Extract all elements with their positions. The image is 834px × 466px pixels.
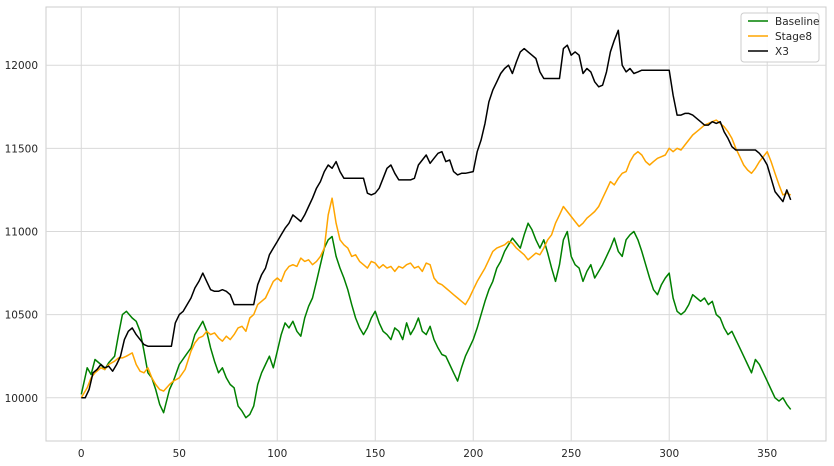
series-line-x3 bbox=[81, 29, 792, 399]
x-tick-label: 150 bbox=[365, 448, 385, 460]
x-tick-label: 0 bbox=[78, 448, 85, 460]
grid bbox=[46, 7, 826, 441]
ticks: 0 50 100 150 200 250 300 350 10000 10500 11000 1150… bbox=[5, 60, 778, 460]
legend-label-x3: X3 bbox=[775, 46, 789, 58]
series-line-stage8 bbox=[80, 119, 791, 399]
plot-area bbox=[45, 6, 827, 442]
legend-label-baseline: Baseline bbox=[775, 16, 820, 28]
y-tick-label: 10500 bbox=[5, 310, 38, 322]
series-layer bbox=[80, 29, 792, 419]
x-tick-label: 300 bbox=[659, 448, 679, 460]
y-tick-label: 12000 bbox=[5, 60, 38, 72]
y-tick-label: 11000 bbox=[5, 226, 38, 238]
x-tick-label: 350 bbox=[757, 448, 777, 460]
y-tick-label: 10000 bbox=[5, 393, 38, 405]
x-tick-label: 200 bbox=[463, 448, 483, 460]
legend-box bbox=[740, 12, 820, 63]
x-tick-label: 250 bbox=[561, 448, 581, 460]
legend-label-stage8: Stage8 bbox=[775, 31, 812, 43]
x-tick-label: 100 bbox=[267, 448, 287, 460]
y-tick-label: 11500 bbox=[5, 143, 38, 155]
series-line-baseline bbox=[80, 222, 792, 419]
x-tick-label: 50 bbox=[173, 448, 186, 460]
legend: Baseline Stage8 X3 bbox=[740, 12, 820, 63]
